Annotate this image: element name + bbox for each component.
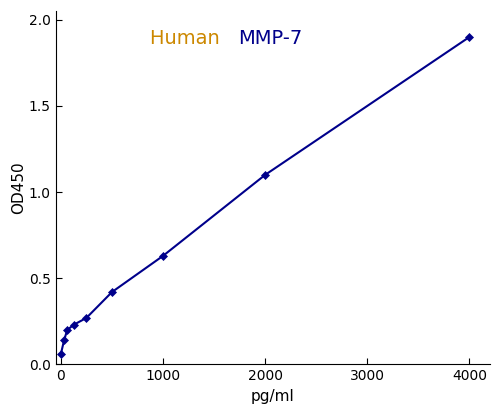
Y-axis label: OD450: OD450 bbox=[11, 161, 26, 214]
X-axis label: pg/ml: pg/ml bbox=[251, 389, 295, 404]
Text: MMP-7: MMP-7 bbox=[238, 29, 302, 48]
Text: Human: Human bbox=[150, 29, 238, 48]
